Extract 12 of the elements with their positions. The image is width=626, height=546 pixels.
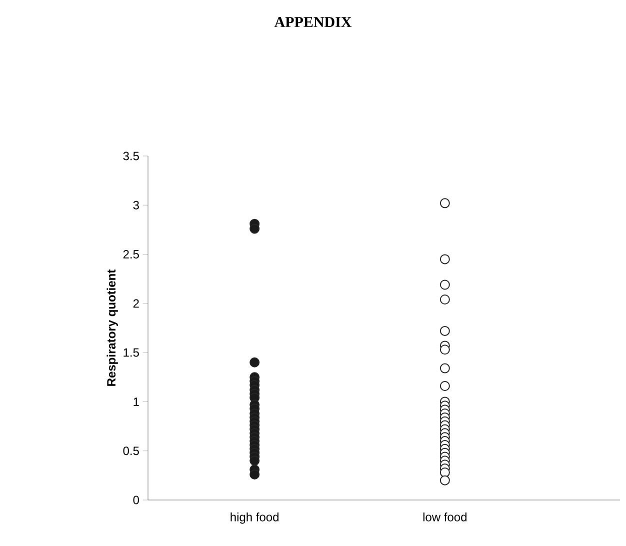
- y-tick-label: 0.5: [123, 446, 139, 456]
- y-tick-label: 3.5: [123, 152, 139, 160]
- y-tick-label: 3: [133, 200, 139, 210]
- x-tick-label: low food: [423, 512, 466, 522]
- y-tick-label: 2: [133, 299, 139, 308]
- chart-title: APPENDIX: [274, 17, 352, 27]
- y-tick-label: 1: [134, 398, 139, 406]
- y-axis-title: Respiratory quotient: [106, 269, 118, 386]
- y-tick-label: 0: [133, 496, 140, 504]
- y-tick-label: 1.5: [124, 348, 139, 357]
- y-tick-label: 2.5: [123, 250, 139, 259]
- x-tick-label: high food: [230, 512, 278, 524]
